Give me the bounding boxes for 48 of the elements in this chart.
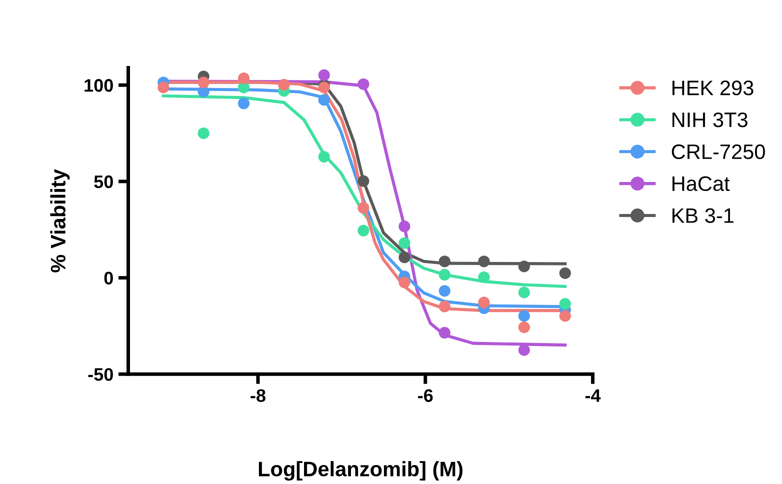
point	[358, 78, 370, 90]
x-axis-title: Log[Delanzomib] (M)	[258, 461, 462, 481]
point	[158, 82, 170, 94]
y-axis-title: % Viability	[50, 169, 70, 272]
point	[318, 150, 330, 163]
y-tick-label: 100	[84, 79, 113, 92]
point	[438, 326, 450, 339]
point	[198, 76, 210, 88]
point	[398, 276, 410, 288]
x-tick-label: -6	[418, 389, 433, 402]
point	[518, 286, 530, 298]
point	[438, 256, 450, 268]
point	[518, 344, 530, 356]
point	[238, 72, 250, 84]
point	[478, 296, 490, 308]
point	[438, 268, 450, 281]
point	[518, 310, 530, 322]
point	[518, 322, 530, 334]
legend-label: CRL-7250	[672, 144, 765, 160]
point	[518, 260, 530, 272]
y-tick-label: 50	[94, 175, 113, 188]
y-tick-label: 0	[104, 272, 113, 285]
point	[438, 285, 450, 297]
point	[559, 310, 571, 322]
point	[398, 252, 410, 264]
legend-label: HaCat	[672, 176, 730, 192]
legend-label: HEK 293	[672, 80, 754, 96]
x-tick-label: -4	[585, 389, 601, 402]
point	[478, 256, 490, 268]
point	[358, 202, 370, 214]
point	[478, 271, 490, 284]
point	[198, 127, 210, 140]
point	[238, 98, 250, 110]
point	[398, 220, 410, 232]
point	[278, 78, 290, 91]
point	[358, 175, 370, 187]
point	[318, 82, 330, 94]
point	[398, 237, 410, 249]
y-tick-label: -50	[88, 368, 113, 381]
legend-label: NIH 3T3	[672, 112, 748, 128]
point	[559, 267, 571, 279]
x-tick-label: -8	[250, 389, 266, 402]
point	[559, 298, 571, 310]
point	[358, 224, 370, 236]
point	[318, 69, 330, 81]
legend-label: KB 3-1	[672, 208, 734, 223]
point	[438, 300, 450, 312]
point	[318, 94, 330, 106]
